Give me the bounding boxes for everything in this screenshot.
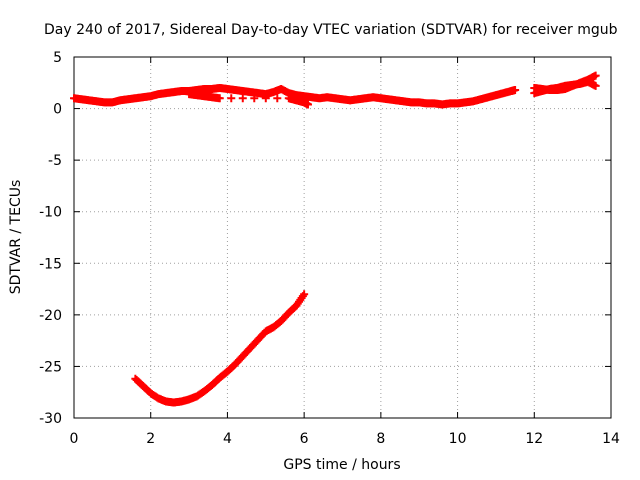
x-tick-label: 8 xyxy=(376,431,385,447)
x-tick-label: 2 xyxy=(146,431,155,447)
data-point xyxy=(303,100,312,109)
data-point xyxy=(273,94,282,103)
y-tick-label: -15 xyxy=(39,256,62,272)
data-point xyxy=(250,94,259,103)
x-tick-label: 12 xyxy=(525,431,543,447)
y-tick-label: 0 xyxy=(53,102,62,118)
series-upper-branch xyxy=(185,90,312,109)
data-point xyxy=(215,94,224,103)
x-tick-label: 4 xyxy=(223,431,232,447)
chart-title: Day 240 of 2017, Sidereal Day-to-day VTE… xyxy=(44,22,618,38)
y-tick-label: -10 xyxy=(39,205,62,221)
x-tick-label: 6 xyxy=(300,431,309,447)
y-tick-label: -30 xyxy=(39,411,62,427)
y-tick-label: 5 xyxy=(53,50,62,66)
series-late-branch xyxy=(530,71,600,95)
y-tick-label: -25 xyxy=(39,359,62,375)
data-point xyxy=(511,86,520,95)
y-tick-labels: 5 0 -5 -10 -15 -20 -25 -30 xyxy=(39,50,62,427)
data-point xyxy=(300,290,309,299)
plot-frame xyxy=(73,56,612,419)
y-axis-label: SDTVAR / TECUs xyxy=(8,180,24,295)
data-point xyxy=(591,71,600,80)
x-tick-label: 14 xyxy=(602,431,620,447)
axis-ticks xyxy=(73,56,612,419)
y-tick-label: -20 xyxy=(39,308,62,324)
y-tick-label: -5 xyxy=(48,153,62,169)
x-tick-label: 10 xyxy=(449,431,467,447)
series-upper-track xyxy=(70,83,520,109)
data-series xyxy=(70,71,600,407)
x-tick-labels: 0 2 4 6 8 10 12 14 xyxy=(70,431,620,447)
data-point xyxy=(261,94,270,103)
x-axis-label: GPS time / hours xyxy=(283,457,400,473)
data-point xyxy=(238,94,247,103)
x-tick-label: 0 xyxy=(70,431,79,447)
gridlines xyxy=(74,57,611,418)
series-lower-track xyxy=(131,290,309,407)
data-point xyxy=(227,94,236,103)
data-point xyxy=(591,81,600,90)
